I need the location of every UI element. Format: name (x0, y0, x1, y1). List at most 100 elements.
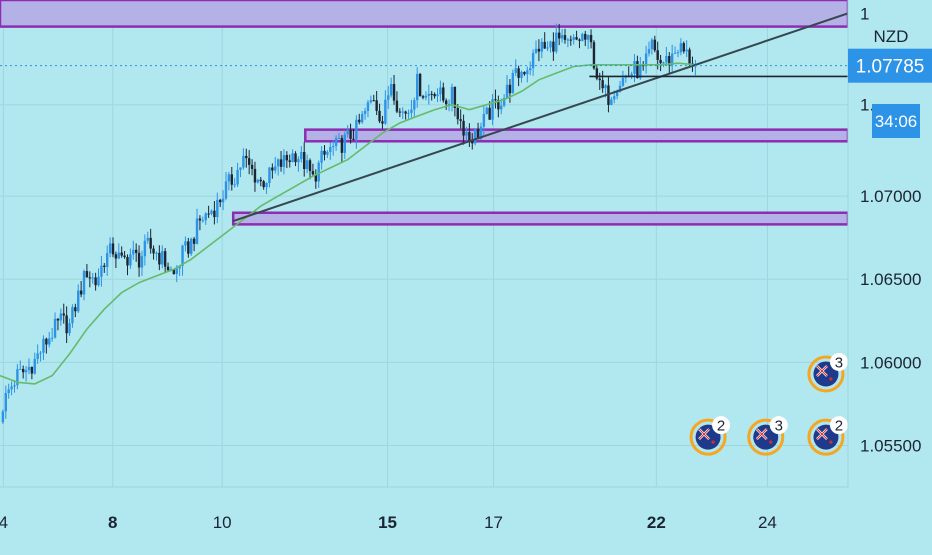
candle-body (453, 86, 457, 108)
event-marker[interactable]: 2 (807, 416, 848, 456)
candle-body (187, 241, 190, 254)
candle-body (436, 94, 439, 97)
candle-body (494, 99, 497, 101)
candle-body (468, 132, 471, 141)
candle-body (358, 119, 361, 123)
candle-body (253, 168, 257, 183)
candle-body (668, 56, 671, 66)
candle-body (517, 68, 520, 78)
candle-body (375, 100, 378, 111)
candle-body (1, 411, 5, 423)
candle-body (407, 112, 410, 114)
candle-body (352, 138, 355, 140)
y-tick-label: 1 (860, 4, 869, 23)
event-count: 2 (717, 418, 725, 435)
candle-body (433, 94, 436, 97)
candle-body (659, 59, 662, 64)
candle-body (201, 220, 205, 222)
flag-cross-red-icon (816, 428, 828, 440)
y-tick-label: 1.06500 (860, 270, 921, 289)
candle-body (676, 52, 680, 54)
candle-body (59, 313, 63, 321)
event-marker[interactable]: 3 (807, 352, 848, 393)
candle-body (560, 35, 564, 39)
candle-body (430, 93, 433, 95)
candle-body (601, 80, 604, 89)
event-marker[interactable]: 2 (689, 416, 731, 456)
candle-body (134, 249, 138, 253)
symbol-tag[interactable]: NZD (866, 22, 916, 50)
y-tick-label: 1. (860, 96, 874, 115)
candle-body (685, 49, 688, 52)
event-count: 2 (835, 418, 843, 435)
candle-body (213, 210, 216, 218)
candle-body (534, 48, 538, 53)
candle-body (647, 49, 651, 54)
candle-body (161, 251, 164, 265)
candle-body (21, 368, 25, 373)
candle-body (132, 249, 135, 255)
candle-body (256, 179, 260, 183)
candle-body (618, 85, 622, 93)
candle-body (262, 181, 265, 188)
countdown-label: 34:06 (875, 112, 918, 131)
candle-body (94, 277, 97, 286)
candle-body (126, 257, 129, 266)
candle-body (233, 184, 236, 186)
candle-body (653, 39, 656, 51)
event-count-badge (829, 416, 848, 435)
candle-body (543, 41, 546, 49)
candle-body (97, 276, 100, 286)
event-count-badge (769, 416, 788, 435)
candle-body (610, 99, 613, 105)
candle-body (372, 100, 375, 102)
candle-body (392, 84, 396, 101)
candle-body (100, 265, 103, 277)
candle-body (158, 252, 161, 265)
candle-body (224, 181, 228, 199)
candle-body (10, 386, 13, 390)
candle-body (288, 160, 291, 162)
candle-body (471, 140, 474, 144)
symbol-label: NZD (874, 27, 909, 46)
candle-body (636, 61, 639, 79)
y-tick-label: 1.06000 (860, 353, 921, 372)
candle-body (62, 313, 65, 316)
candle-body (218, 199, 222, 203)
candle-body (143, 240, 147, 257)
event-marker[interactable]: 3 (747, 416, 788, 456)
candle-body (410, 109, 413, 113)
candle-body (529, 68, 532, 71)
candle-body (500, 105, 503, 110)
candle-body (404, 111, 407, 114)
zones (0, 0, 848, 226)
candle-body (572, 37, 575, 40)
supply-demand-zone (0, 0, 848, 28)
candle-body (163, 251, 167, 267)
candle-body (424, 95, 428, 98)
candle-body (546, 47, 549, 49)
event-count: 3 (835, 354, 843, 371)
candle-body (236, 170, 239, 185)
candle-body (56, 318, 60, 321)
candle-body (137, 252, 141, 268)
candle-body (117, 252, 120, 259)
candle-body (589, 35, 593, 43)
candle-body (326, 152, 329, 155)
x-tick-label: 22 (647, 513, 666, 532)
candle-body (247, 158, 251, 165)
candle-body (149, 237, 152, 249)
candle-body (584, 33, 587, 40)
candle-body (578, 39, 581, 41)
candle-body (334, 138, 338, 147)
candle-body (592, 42, 596, 69)
candle-body (305, 160, 309, 170)
candle-body (123, 255, 126, 258)
flag-star-icon (829, 377, 833, 381)
candle-body (670, 53, 674, 66)
plot-area[interactable]: 2 3 2 3 (0, 0, 848, 456)
candle-body (479, 126, 483, 140)
candle-body (485, 107, 488, 115)
candle-body (103, 265, 106, 267)
